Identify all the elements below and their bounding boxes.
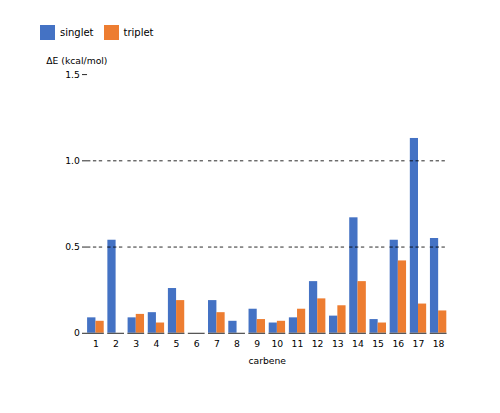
svg-text:8: 8: [234, 338, 240, 349]
svg-text:12: 12: [312, 338, 324, 349]
svg-text:10: 10: [271, 338, 283, 349]
svg-text:7: 7: [214, 338, 220, 349]
svg-text:16: 16: [392, 338, 404, 349]
svg-text:9: 9: [254, 338, 260, 349]
svg-text:13: 13: [332, 338, 344, 349]
svg-text:1.5: 1.5: [65, 69, 80, 80]
svg-text:18: 18: [433, 338, 445, 349]
html-text:singlet: singlet: [60, 27, 94, 38]
svg-text:5: 5: [174, 338, 180, 349]
svg-text:2: 2: [113, 338, 119, 349]
svg-text:1: 1: [93, 338, 99, 349]
html-text:triplet: triplet: [123, 27, 154, 38]
svg-text:14: 14: [352, 338, 364, 349]
svg-text:ΔE (kcal/mol): ΔE (kcal/mol): [46, 55, 107, 66]
svg-text:15: 15: [372, 338, 384, 349]
svg-text:4: 4: [153, 338, 159, 349]
svg-text:carbene: carbene: [248, 355, 286, 366]
svg-text:0: 0: [74, 327, 80, 338]
svg-text:0.5: 0.5: [65, 241, 80, 252]
svg-text:11: 11: [292, 338, 304, 349]
svg-text:6: 6: [194, 338, 200, 349]
svg-text:1.0: 1.0: [65, 155, 80, 166]
svg-text:3: 3: [133, 338, 139, 349]
svg-text:17: 17: [413, 338, 425, 349]
